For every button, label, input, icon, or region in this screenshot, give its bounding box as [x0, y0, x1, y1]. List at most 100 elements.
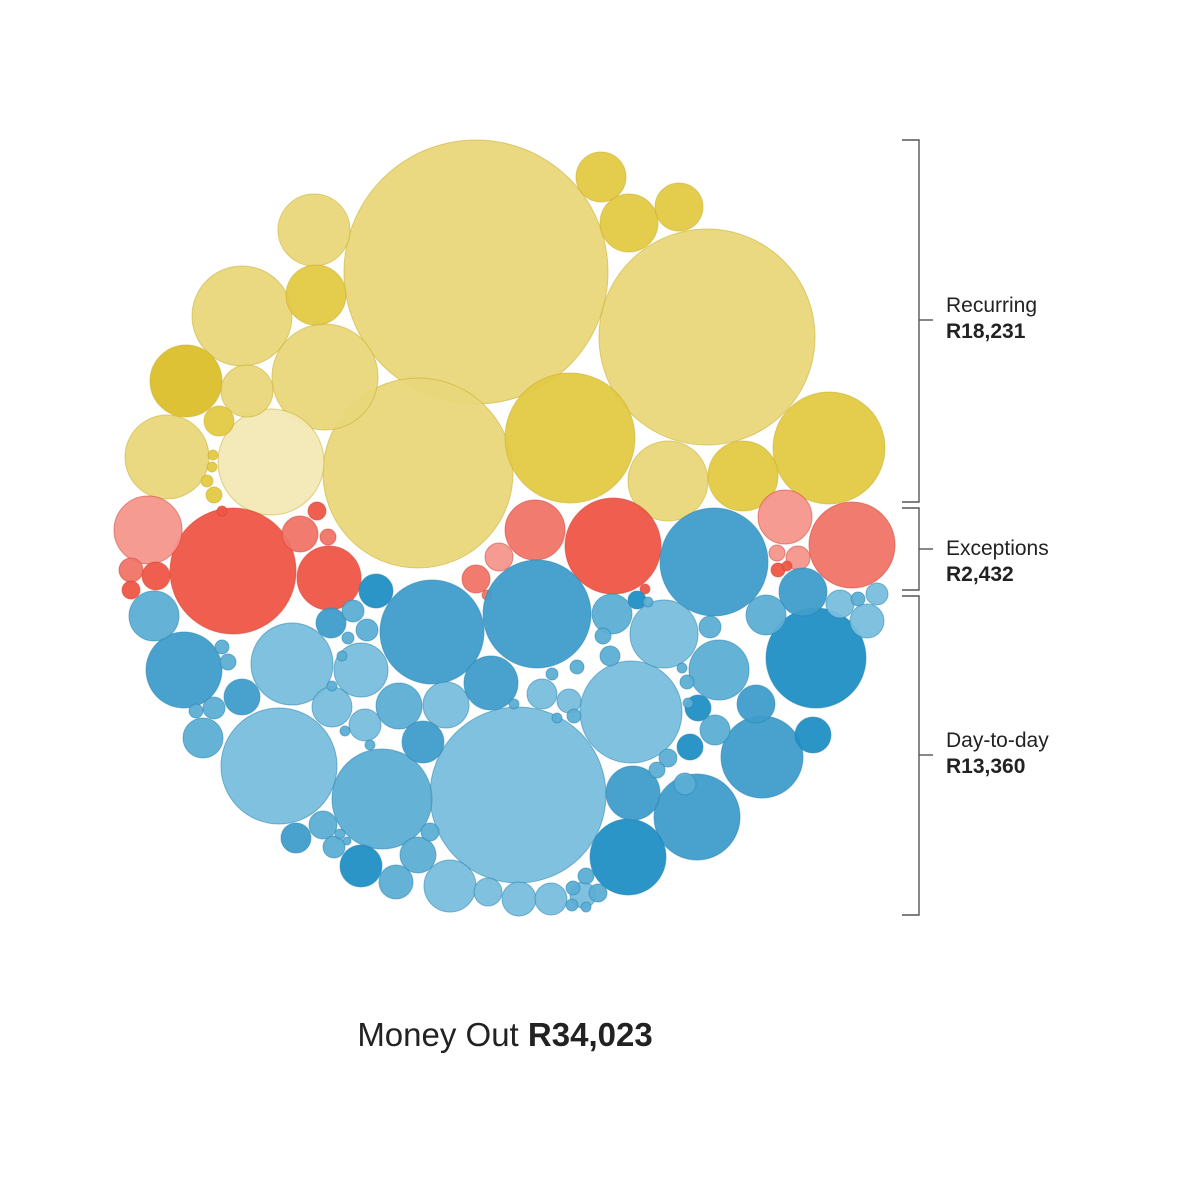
bubble-daytoday: [188, 703, 204, 719]
bubble-recurring: [206, 461, 218, 473]
legend-recurring: Recurring R18,231: [946, 293, 1037, 344]
bubble-daytoday: [308, 810, 338, 840]
bubble-daytoday: [333, 642, 389, 698]
bubble-daytoday: [508, 698, 520, 710]
bubble-recurring: [504, 372, 636, 504]
bubble-daytoday: [422, 681, 470, 729]
bubble-recurring: [707, 440, 779, 512]
bubble-daytoday: [745, 594, 787, 636]
bubble-daytoday: [778, 567, 828, 617]
bubble-daytoday: [565, 898, 579, 912]
bubble-recurring: [575, 151, 627, 203]
bubble-daytoday: [463, 655, 519, 711]
bubble-daytoday: [420, 822, 440, 842]
legend-recurring-name: Recurring: [946, 294, 1038, 317]
bubble-daytoday: [594, 627, 612, 645]
bubble-daytoday: [569, 659, 585, 675]
bubble-daytoday: [849, 603, 885, 639]
bubble-exceptions: [639, 583, 651, 595]
bubble-daytoday: [682, 697, 694, 709]
bubble-daytoday: [673, 772, 697, 796]
bubble-daytoday: [280, 822, 312, 854]
bubble-daytoday: [326, 680, 338, 692]
bracket-recurring: [902, 139, 920, 503]
legend-exceptions-name: Exceptions: [946, 537, 1049, 560]
bracket-daytoday: [902, 595, 920, 916]
bubble-daytoday: [399, 836, 437, 874]
bubble-daytoday: [334, 828, 346, 840]
bubble-daytoday: [128, 590, 180, 642]
bubble-recurring: [203, 405, 235, 437]
bubble-daytoday: [545, 667, 559, 681]
bubble-recurring: [285, 264, 347, 326]
bubble-daytoday: [315, 607, 347, 639]
total-caption: Money Out R34,023: [0, 1016, 1010, 1054]
bubble-daytoday: [629, 599, 699, 669]
bubble-daytoday: [348, 708, 382, 742]
bubble-daytoday: [223, 678, 261, 716]
bubble-daytoday: [605, 765, 661, 821]
bracket-exceptions: [902, 507, 920, 591]
bubble-daytoday: [378, 864, 414, 900]
legend-daytoday-amount: R13,360: [946, 754, 1026, 778]
total-label: Money Out: [357, 1016, 519, 1053]
bubble-daytoday: [659, 507, 769, 617]
bubble-recurring: [149, 344, 223, 418]
bubble-daytoday: [676, 733, 704, 761]
bubble-daytoday: [219, 653, 237, 671]
bubble-recurring: [220, 364, 274, 418]
legend-daytoday: Day-to-day R13,360: [946, 728, 1049, 779]
bubble-daytoday: [565, 880, 581, 896]
bubble-daytoday: [658, 748, 678, 768]
bubble-daytoday: [341, 631, 355, 645]
bubble-daytoday: [331, 748, 433, 850]
bubble-recurring: [772, 391, 886, 505]
bubble-daytoday: [355, 618, 379, 642]
bubble-daytoday: [375, 682, 423, 730]
bubble-daytoday: [865, 582, 889, 606]
bubble-daytoday: [653, 773, 741, 861]
bubble-daytoday: [482, 559, 592, 669]
bubble-daytoday: [580, 901, 592, 913]
bubble-daytoday: [551, 712, 563, 724]
bubble-recurring: [200, 474, 214, 488]
total-amount: R34,023: [527, 1016, 653, 1053]
bubble-recurring: [205, 486, 223, 504]
bubble-daytoday: [182, 717, 224, 759]
legend-exceptions: Exceptions R2,432: [946, 536, 1049, 587]
bubble-recurring: [207, 449, 219, 461]
bubble-daytoday: [599, 645, 621, 667]
bubble-daytoday: [577, 867, 595, 885]
bubble-exceptions: [781, 560, 793, 572]
bubble-daytoday: [341, 599, 365, 623]
bubble-exceptions: [768, 544, 786, 562]
bubble-exceptions: [307, 501, 327, 521]
bubble-daytoday: [850, 591, 866, 607]
bubble-recurring: [599, 193, 659, 253]
bubble-daytoday: [214, 639, 230, 655]
bubble-daytoday: [339, 725, 351, 737]
bubble-daytoday: [322, 835, 346, 859]
bubble-daytoday: [473, 877, 503, 907]
bubble-daytoday: [145, 631, 223, 709]
bubble-daytoday: [526, 678, 558, 710]
bubble-exceptions: [461, 564, 491, 594]
bubble-daytoday: [688, 639, 750, 701]
bubble-recurring: [598, 228, 816, 446]
bubble-daytoday: [534, 882, 568, 916]
bubble-daytoday: [220, 707, 338, 825]
bubble-daytoday: [699, 714, 731, 746]
bubble-daytoday: [342, 836, 352, 846]
bubble-daytoday: [566, 708, 582, 724]
bubble-exceptions: [141, 561, 171, 591]
bubble-exceptions: [169, 507, 297, 635]
bubble-daytoday: [591, 593, 633, 635]
bubble-daytoday: [202, 696, 226, 720]
bubble-daytoday: [588, 883, 608, 903]
legend-daytoday-name: Day-to-day: [946, 729, 1049, 752]
bubble-daytoday: [379, 579, 485, 685]
bubble-daytoday: [401, 720, 445, 764]
bubble-daytoday: [676, 662, 688, 674]
